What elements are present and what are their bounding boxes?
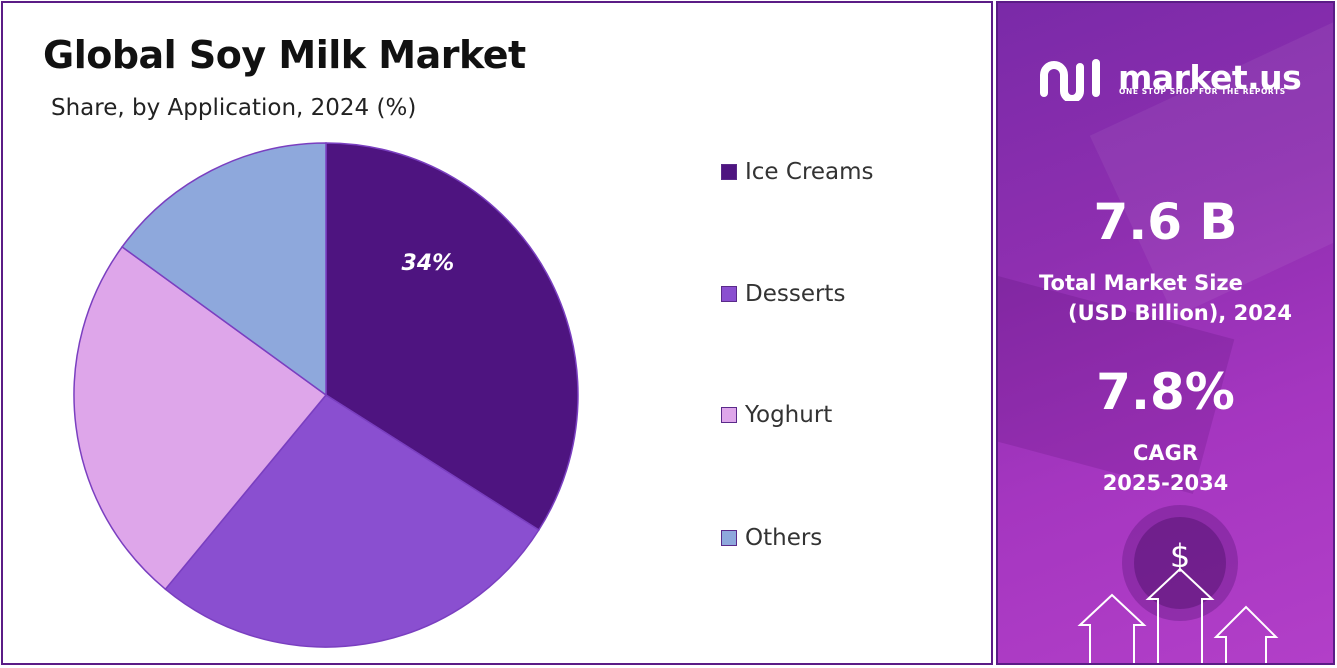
- pie-slice-others: [121, 142, 327, 397]
- pie-slice-desserts: [164, 394, 540, 648]
- chart-panel: Global Soy Milk Market Share, by Applica…: [1, 1, 993, 665]
- pie-slice-yoghurt: [73, 245, 328, 591]
- chart-title: Global Soy Milk Market: [43, 33, 526, 77]
- market-size-label-line2: (USD Billion), 2024: [1068, 301, 1293, 325]
- cagr-label: CAGR: [1132, 441, 1199, 465]
- stats-panel: $ market.us ONE STOP SHOP FOR THE REPORT…: [996, 1, 1335, 665]
- market-size-value: 7.6 B: [1093, 193, 1238, 251]
- legend-label-desserts: Desserts: [745, 281, 846, 307]
- legend-label-ice-creams: Ice Creams: [745, 159, 874, 185]
- growth-decoration: $: [1077, 505, 1279, 663]
- cagr-period: 2025-2034: [1102, 471, 1229, 495]
- legend-swatch-yoghurt: [721, 407, 737, 423]
- legend-swatch-others: [721, 530, 737, 546]
- dollar-sign-icon: $: [1170, 537, 1190, 575]
- brand-tagline: ONE STOP SHOP FOR THE REPORTS: [1119, 87, 1286, 96]
- legend-item-others: Others: [721, 525, 822, 551]
- legend-swatch-ice-creams: [721, 164, 737, 180]
- coin-circle: [1122, 505, 1238, 621]
- legend-item-yoghurt: Yoghurt: [721, 402, 832, 428]
- brand-name: market.us: [1118, 57, 1302, 97]
- legend-label-yoghurt: Yoghurt: [745, 402, 833, 428]
- legend-label-others: Others: [745, 525, 823, 551]
- legend-item-desserts: Desserts: [721, 281, 845, 307]
- market-us-logo-icon: [1040, 59, 1100, 101]
- legend-swatch-desserts: [721, 286, 737, 302]
- chart-subtitle: Share, by Application, 2024 (%): [51, 95, 417, 121]
- pie-chart: 34%: [73, 142, 579, 648]
- market-size-label-line1: Total Market Size: [1039, 271, 1243, 295]
- growth-arrows-icon: [1077, 567, 1279, 663]
- pie-slice-ice-creams: [325, 142, 579, 532]
- legend-item-ice-creams: Ice Creams: [721, 159, 874, 185]
- data-label-ice-creams: 34%: [402, 251, 455, 276]
- cagr-value: 7.8%: [1096, 363, 1235, 421]
- brand-logo: market.us: [1038, 53, 1302, 101]
